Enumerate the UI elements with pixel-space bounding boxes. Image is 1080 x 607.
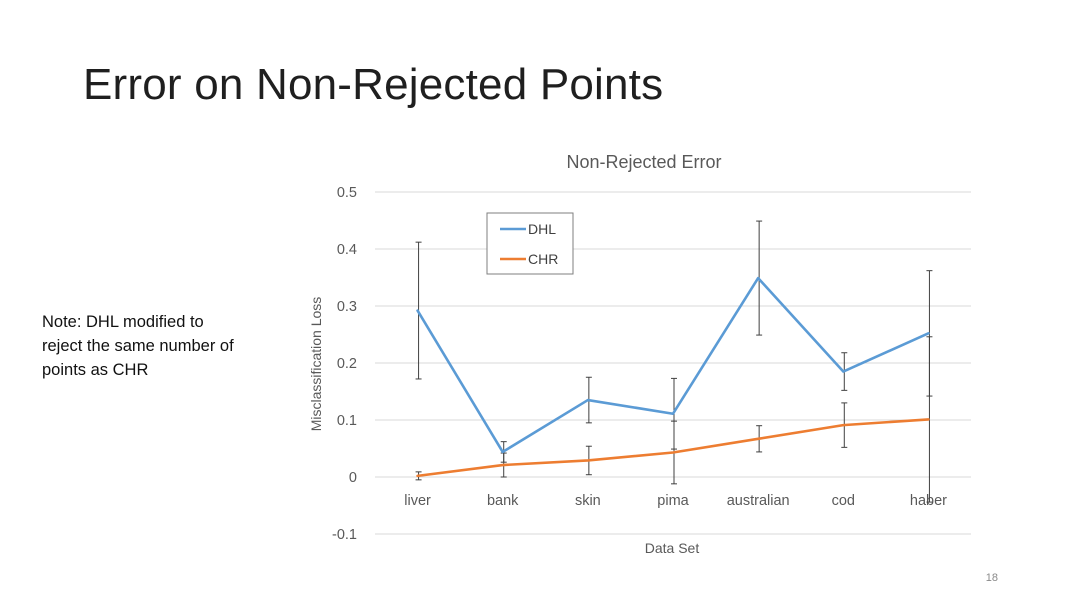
y-tick-label: 0.3 <box>337 299 357 315</box>
series-lines <box>416 276 930 478</box>
y-axis-title: Misclassification Loss <box>308 297 324 432</box>
x-tick-label: liver <box>404 493 431 509</box>
gridlines <box>375 191 971 535</box>
x-axis-title: Data Set <box>645 540 700 556</box>
y-tick-labels: -0.1 0 0.1 0.2 0.3 0.4 0.5 <box>332 185 357 543</box>
page-number: 18 <box>985 572 998 584</box>
x-tick-label: skin <box>575 493 601 509</box>
legend: DHL CHR <box>486 212 574 275</box>
y-tick-label: 0.1 <box>337 413 357 429</box>
y-tick-label: -0.1 <box>332 527 357 543</box>
x-tick-label: haber <box>910 493 947 509</box>
series-line-chr <box>416 418 930 478</box>
x-tick-label: cod <box>832 493 855 509</box>
x-tick-label: pima <box>657 493 689 509</box>
x-tick-label: australian <box>727 493 790 509</box>
y-tick-label: 0 <box>349 470 357 486</box>
legend-box <box>486 212 574 275</box>
side-note: Note: DHL modified to reject the same nu… <box>42 313 234 379</box>
series-line-dhl <box>416 276 930 454</box>
x-tick-labels: liver bank skin pima australian cod haber <box>404 493 947 509</box>
y-tick-label: 0.4 <box>337 242 357 258</box>
x-tick-label: bank <box>487 493 519 509</box>
y-tick-label: 0.2 <box>337 356 357 372</box>
legend-label: DHL <box>528 221 556 237</box>
y-tick-label: 0.5 <box>337 185 357 201</box>
chart-title: Non-Rejected Error <box>566 152 721 172</box>
slide-title: Error on Non-Rejected Points <box>83 60 664 109</box>
legend-label: CHR <box>528 251 558 267</box>
